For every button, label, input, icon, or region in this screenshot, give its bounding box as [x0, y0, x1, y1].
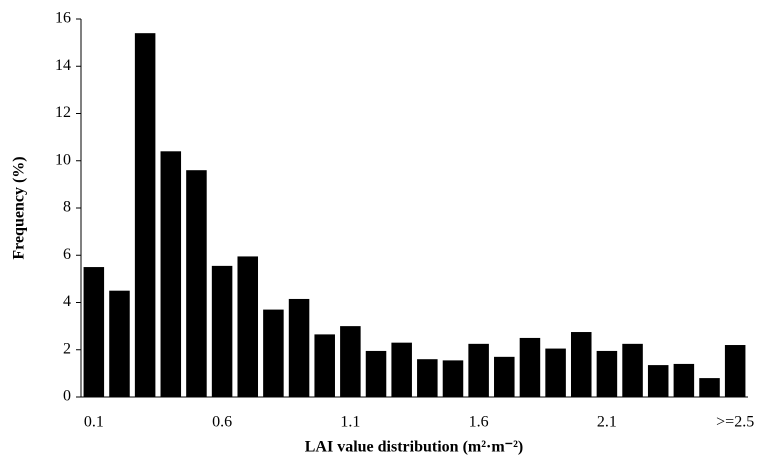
- bar: [673, 363, 695, 397]
- bar: [237, 256, 259, 397]
- bar: [570, 332, 592, 397]
- x-tick-label: >=2.5: [716, 414, 754, 431]
- bar: [211, 265, 233, 397]
- y-tick-label: 16: [55, 10, 71, 27]
- bar: [724, 345, 746, 397]
- bar: [109, 290, 130, 397]
- x-tick-label: 1.6: [469, 414, 489, 431]
- x-tick-label: 1.1: [340, 414, 360, 431]
- bar: [365, 350, 387, 397]
- bar: [160, 151, 182, 397]
- y-tick-label: 4: [63, 293, 71, 310]
- bar: [83, 267, 105, 397]
- x-axis-title: LAI value distribution (m²·m⁻²): [305, 439, 524, 456]
- y-tick-label: 8: [63, 199, 71, 216]
- y-tick-label: 14: [55, 57, 71, 74]
- x-tick-label: 2.1: [597, 414, 617, 431]
- y-tick-label: 6: [63, 246, 71, 263]
- bar: [391, 342, 412, 397]
- bar: [596, 350, 618, 397]
- bar: [545, 348, 566, 397]
- x-tick-label: 0.1: [84, 414, 104, 431]
- y-tick-label: 0: [63, 388, 71, 405]
- bar: [134, 33, 156, 398]
- bar: [647, 365, 669, 397]
- bar: [699, 378, 720, 397]
- bar: [263, 309, 284, 397]
- bar: [468, 343, 489, 397]
- bar: [186, 170, 207, 397]
- bar: [417, 359, 438, 397]
- bar: [519, 337, 541, 397]
- x-tick-label: 0.6: [212, 414, 232, 431]
- y-axis-title: Frequency (%): [11, 156, 28, 259]
- y-tick-label: 12: [55, 104, 71, 121]
- y-tick-label: 10: [55, 151, 71, 168]
- bar: [314, 334, 335, 397]
- bar: [340, 326, 361, 397]
- bar: [622, 343, 643, 397]
- bar: [288, 298, 310, 397]
- y-tick-label: 2: [63, 340, 71, 357]
- bar: [442, 360, 464, 397]
- bar: [494, 356, 515, 397]
